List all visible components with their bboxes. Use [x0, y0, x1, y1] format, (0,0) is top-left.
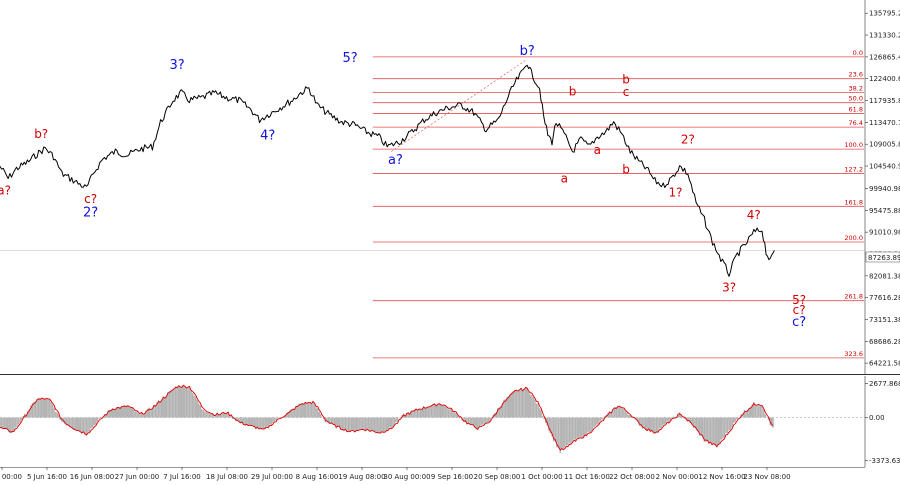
- wave-label: 4?: [747, 208, 761, 222]
- price-axis-label: 95475.88: [869, 207, 900, 215]
- main-pane[interactable]: 0.0 23.6 38.2 50.0 61.8 76.4 100.0 127.2 161.8 20…: [0, 0, 900, 374]
- price-series: [0, 64, 775, 277]
- fib-level-label: 76.4: [849, 119, 863, 127]
- date-axis-label: 7 Jul 16:00: [163, 473, 201, 481]
- fib-level-label: 200.0: [844, 234, 863, 242]
- current-price-label: 87263.89: [868, 254, 900, 262]
- wave-label: 5?: [343, 51, 358, 66]
- date-axis-label: 22 Oct 08:00: [609, 473, 655, 481]
- price-axis-label: 109005.88: [869, 141, 900, 149]
- price-axis-label: 113470.78: [869, 119, 900, 127]
- fib-level-label: 100.0: [844, 141, 863, 149]
- price-axis-label: 135795.28: [869, 10, 900, 18]
- wave-label: 4?: [260, 128, 275, 143]
- fib-level-label: 23.6: [849, 71, 863, 79]
- wave-label: 3?: [170, 58, 185, 73]
- oscillator-signal-line: [0, 384, 774, 451]
- date-axis-label: 29 Jul 00:00: [251, 473, 293, 481]
- price-axis-label: 104540.98: [869, 163, 900, 171]
- price-axis-label: 68686.28: [869, 338, 900, 346]
- wave-label: a?: [388, 153, 403, 168]
- date-axis-label: 2 Nov 00:00: [656, 473, 699, 481]
- price-axis-label: 77616.28: [869, 294, 900, 302]
- wave-label: 2?: [83, 206, 98, 221]
- price-axis-label: 122400.68: [869, 75, 900, 83]
- price-axis-label: 82081.38: [869, 272, 900, 280]
- date-axis-label: 19 Aug 08:00: [338, 473, 385, 481]
- date-axis-label: 23 Nov 08:00: [743, 473, 790, 481]
- fib-level-label: 127.2: [844, 166, 863, 174]
- wave-label: a: [594, 143, 601, 157]
- price-axis-label: 64221.58: [869, 360, 900, 368]
- price-axis-label: 131330.28: [869, 32, 900, 40]
- date-axis-label: 8 Aug 16:00: [296, 473, 339, 481]
- price-axis-label: 91010.98: [869, 229, 900, 237]
- wave-label: c?: [792, 315, 806, 330]
- fib-level-label: 261.8: [844, 293, 863, 301]
- fib-level-label: 50.0: [849, 95, 863, 103]
- wave-label: 1?: [669, 186, 683, 200]
- oscillator-axis-label: 0.00: [869, 414, 885, 422]
- price-axis-label: 117935.88: [869, 97, 900, 105]
- date-axis-label: 16 Jun 08:00: [70, 473, 114, 481]
- price-axis-label: 99940.98: [869, 185, 900, 193]
- date-axis-label: 9 Sep 16:00: [431, 473, 473, 481]
- wave-label: c: [623, 85, 630, 99]
- fib-level-label: 61.8: [849, 105, 863, 113]
- wave-label: 3?: [722, 280, 736, 294]
- date-axis-label: 1 Oct 00:00: [521, 473, 562, 481]
- oscillator-histogram: [0, 385, 774, 453]
- oscillator-axis-label: -3373.63: [869, 457, 900, 465]
- wave-trendline: [391, 58, 528, 152]
- price-axis-label: 73151.38: [869, 316, 900, 324]
- date-axis-label: 30 Aug 00:00: [383, 473, 430, 481]
- fib-level-label: 0.0: [853, 49, 863, 57]
- wave-label: b?: [34, 127, 48, 141]
- date-axis-label: 18 Jul 08:00: [206, 473, 248, 481]
- date-axis-label: 5 Jun 00:00: [0, 473, 22, 481]
- oscillator-axis: 2677.868 0.00 -3373.63: [865, 380, 900, 465]
- date-axis-label: 5 Jun 16:00: [27, 473, 67, 481]
- wave-label: a?: [0, 184, 11, 198]
- price-axis-label: 126865.48: [869, 53, 900, 61]
- date-axis-label: 11 Oct 16:00: [564, 473, 610, 481]
- current-price-tag: 87263.89: [865, 251, 900, 263]
- fib-level-label: 323.6: [844, 350, 863, 358]
- wave-label: b: [622, 163, 630, 177]
- wave-label: 2?: [681, 133, 695, 147]
- date-axis-label: 20 Sep 08:00: [474, 473, 521, 481]
- wave-label: a: [561, 171, 568, 185]
- wave-label: b: [622, 73, 630, 87]
- wave-label: b?: [520, 44, 535, 59]
- date-axis-label: 27 Jun 00:00: [115, 473, 159, 481]
- fib-level-label: 161.8: [844, 198, 863, 206]
- fib-level-label: 38.2: [849, 84, 863, 92]
- current-price-box: [865, 251, 900, 263]
- oscillator-axis-label: 2677.868: [869, 380, 900, 388]
- wave-label: c?: [84, 192, 97, 206]
- wave-label: 5?: [792, 293, 806, 307]
- date-axis-label: 12 Nov 16:00: [698, 473, 745, 481]
- oscillator-pane[interactable]: 2677.868 0.00 -3373.63: [0, 376, 900, 467]
- wave-label: c?: [793, 303, 806, 317]
- wave-label: b: [569, 84, 577, 98]
